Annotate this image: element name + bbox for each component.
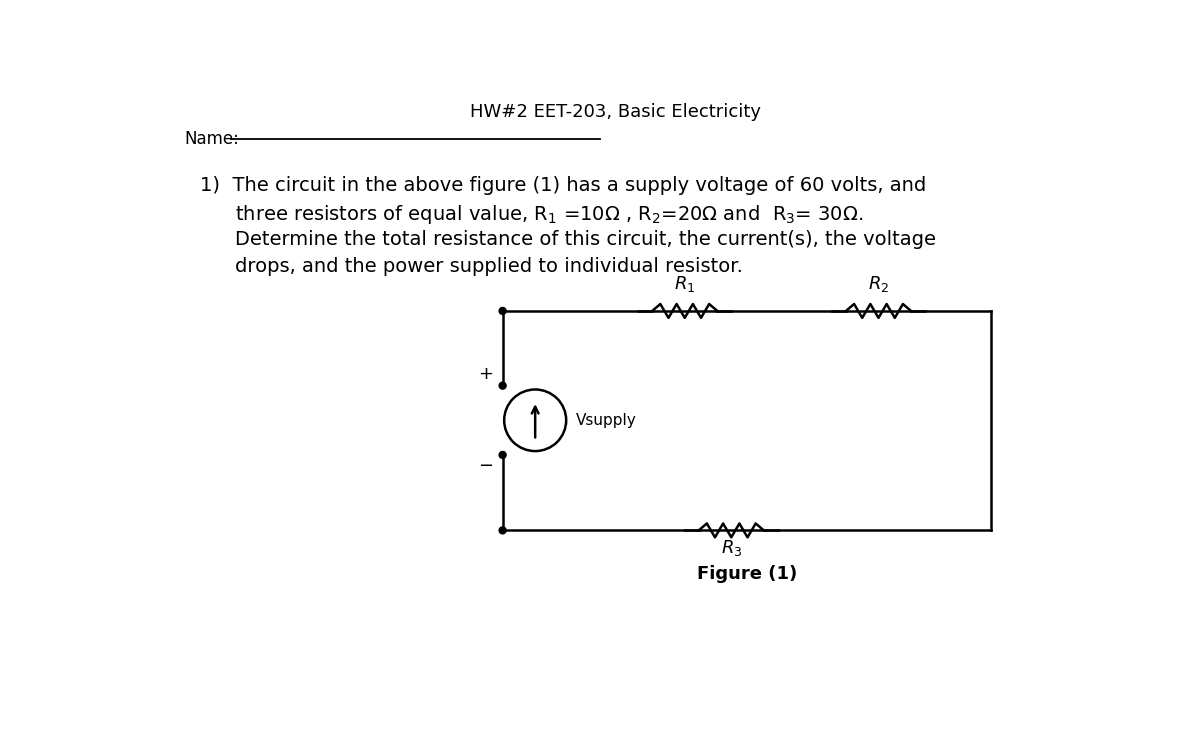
Text: three resistors of equal value, $\mathregular{R_1}$ =10$\mathregular{\Omega}$ , : three resistors of equal value, $\mathre…	[235, 203, 864, 226]
Text: Figure (1): Figure (1)	[697, 565, 797, 583]
Text: drops, and the power supplied to individual resistor.: drops, and the power supplied to individ…	[235, 257, 743, 276]
Circle shape	[499, 451, 506, 458]
Text: Name:: Name:	[185, 130, 240, 148]
Text: $R_3$: $R_3$	[720, 538, 742, 558]
Circle shape	[499, 383, 506, 389]
Circle shape	[499, 527, 506, 534]
Text: Determine the total resistance of this circuit, the current(s), the voltage: Determine the total resistance of this c…	[235, 230, 936, 249]
Text: 1)  The circuit in the above figure (1) has a supply voltage of 60 volts, and: 1) The circuit in the above figure (1) h…	[200, 176, 926, 195]
Circle shape	[499, 308, 506, 314]
Text: −: −	[478, 457, 493, 476]
Text: $R_1$: $R_1$	[674, 274, 696, 294]
Text: HW#2 EET-203, Basic Electricity: HW#2 EET-203, Basic Electricity	[469, 103, 761, 121]
Text: Vsupply: Vsupply	[576, 413, 636, 428]
Text: +: +	[478, 365, 493, 383]
Text: $R_2$: $R_2$	[868, 274, 889, 294]
